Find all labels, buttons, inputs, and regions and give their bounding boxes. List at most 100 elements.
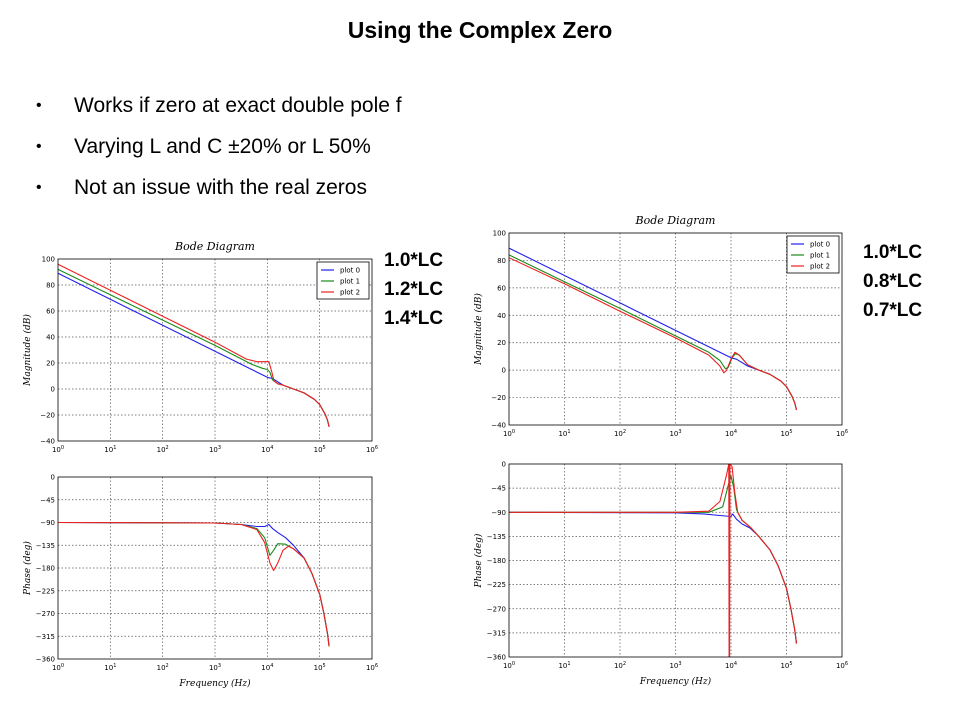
y-tick-label: 20: [46, 360, 55, 368]
legend-label: plot 1: [810, 252, 830, 260]
x-tick-label: 105: [780, 661, 792, 670]
legend-label: plot 2: [340, 289, 360, 297]
y-axis-label: Magnitude (dB): [473, 293, 484, 366]
series-line-plot1: [509, 475, 798, 644]
y-axis-label: Magnitude (dB): [22, 314, 33, 387]
bullet-dot-icon: •: [36, 138, 42, 155]
y-tick-label: 0: [502, 461, 506, 469]
legend: plot 0 plot 1 plot 2: [316, 261, 370, 300]
bullet-dot-icon: •: [36, 97, 42, 114]
y-tick-label: 80: [497, 257, 506, 265]
series-line-plot2: [58, 521, 330, 647]
y-tick-label: 0: [502, 367, 506, 375]
series-line-plot2: [509, 257, 798, 411]
slide-title: Using the Complex Zero: [347, 17, 613, 43]
x-axis-label: Frequency (Hz): [178, 678, 251, 689]
y-tick-label: −315: [36, 633, 55, 641]
x-tick-label: 101: [558, 661, 570, 670]
y-tick-label: −20: [491, 394, 506, 402]
y-tick-label: −225: [487, 581, 506, 589]
y-axis-label: Phase (deg): [473, 533, 484, 588]
lc-label: 1.4*LC: [384, 308, 444, 329]
x-tick-label: 101: [104, 445, 116, 454]
series-line-plot2: [58, 263, 330, 427]
y-tick-label: −90: [40, 519, 55, 527]
series-line-plot0: [509, 247, 798, 411]
x-tick-label: 106: [836, 661, 848, 670]
y-tick-label: −40: [40, 438, 55, 446]
series-line-plot0: [509, 511, 798, 644]
y-tick-label: 40: [497, 312, 506, 320]
right-phase-chart: 100 101 102 103 104 105 106 −360 −315 −270 −225 −18…: [473, 461, 848, 688]
series-line-plot0: [58, 521, 330, 647]
y-tick-label: −180: [487, 557, 506, 565]
y-tick-label: −20: [40, 412, 55, 420]
x-tick-label: 106: [836, 429, 848, 438]
y-tick-label: −45: [491, 485, 506, 493]
axes-frame: [508, 463, 843, 658]
bullet-text: Not an issue with the real zeros: [74, 176, 367, 199]
x-tick-label: 100: [503, 429, 515, 438]
y-tick-label: −180: [36, 565, 55, 573]
legend-label: plot 2: [810, 263, 830, 271]
lc-label: 1.0*LC: [384, 250, 444, 271]
y-tick-label: 20: [497, 339, 506, 347]
right-lc-labels: 1.0*LC 0.8*LC 0.7*LC: [863, 238, 922, 325]
left-phase-chart: 100 101 102 103 104 105 106 −360 −315 −270 −225 −18…: [22, 474, 378, 690]
y-tick-label: −90: [491, 509, 506, 517]
lc-label: 0.8*LC: [863, 271, 923, 292]
y-tick-label: 100: [493, 230, 506, 238]
x-tick-label: 100: [503, 661, 515, 670]
x-tick-label: 106: [366, 663, 378, 672]
x-tick-label: 100: [52, 663, 64, 672]
legend-label: plot 0: [810, 241, 830, 249]
x-tick-label: 100: [52, 445, 64, 454]
x-tick-label: 102: [157, 445, 169, 454]
bullet-text: Varying L and C ±20% or L 50%: [74, 135, 371, 158]
x-tick-label: 103: [209, 445, 221, 454]
y-tick-label: 40: [46, 334, 55, 342]
y-tick-label: 80: [46, 282, 55, 290]
y-tick-label: −360: [487, 654, 506, 662]
bullet-item: • Varying L and C ±20% or L 50%: [30, 133, 402, 174]
y-tick-label: 60: [46, 308, 55, 316]
x-tick-label: 104: [725, 429, 737, 438]
x-tick-label: 105: [780, 429, 792, 438]
bullet-list: • Works if zero at exact double pole f • V…: [30, 92, 402, 215]
bullet-text: Works if zero at exact double pole f: [74, 94, 402, 117]
y-tick-label: −225: [36, 587, 55, 595]
x-tick-label: 101: [558, 429, 570, 438]
series-line-plot0: [58, 272, 330, 427]
bullet-item: • Not an issue with the real zeros: [30, 174, 402, 215]
y-tick-label: −270: [36, 610, 55, 618]
x-tick-label: 102: [157, 663, 169, 672]
series-line-plot2: [509, 464, 798, 657]
x-tick-label: 103: [209, 663, 221, 672]
legend: plot 0 plot 1 plot 2: [786, 235, 840, 274]
x-tick-label: 106: [366, 445, 378, 454]
x-tick-label: 104: [261, 445, 273, 454]
x-tick-label: 101: [104, 663, 116, 672]
chart-title: Bode Diagram: [174, 240, 255, 253]
legend-label: plot 0: [340, 267, 360, 275]
lc-label: 1.0*LC: [863, 242, 923, 263]
axes-frame: [57, 258, 373, 442]
y-axis-label: Phase (deg): [22, 541, 33, 596]
y-tick-label: −135: [487, 533, 506, 541]
y-tick-label: −40: [491, 422, 506, 430]
x-tick-label: 105: [314, 445, 326, 454]
y-tick-label: 0: [51, 386, 55, 394]
x-tick-label: 103: [669, 429, 681, 438]
left-magnitude-chart: 100 101 102 103 104 105 106 −40 −20 0 20 40 60 80 100 B…: [22, 240, 378, 454]
right-magnitude-chart: 100 101 102 103 104 105 106 −40 −20 0 20 40 60 80 100 B…: [473, 214, 848, 438]
left-lc-labels: 1.0*LC 1.2*LC 1.4*LC: [384, 246, 443, 333]
y-tick-label: 0: [51, 474, 55, 482]
y-tick-label: −135: [36, 542, 55, 550]
x-tick-label: 102: [614, 429, 626, 438]
lc-label: 1.2*LC: [384, 279, 444, 300]
x-tick-label: 102: [614, 661, 626, 670]
x-tick-label: 105: [314, 663, 326, 672]
x-tick-label: 104: [261, 663, 273, 672]
y-tick-label: 100: [42, 256, 55, 264]
